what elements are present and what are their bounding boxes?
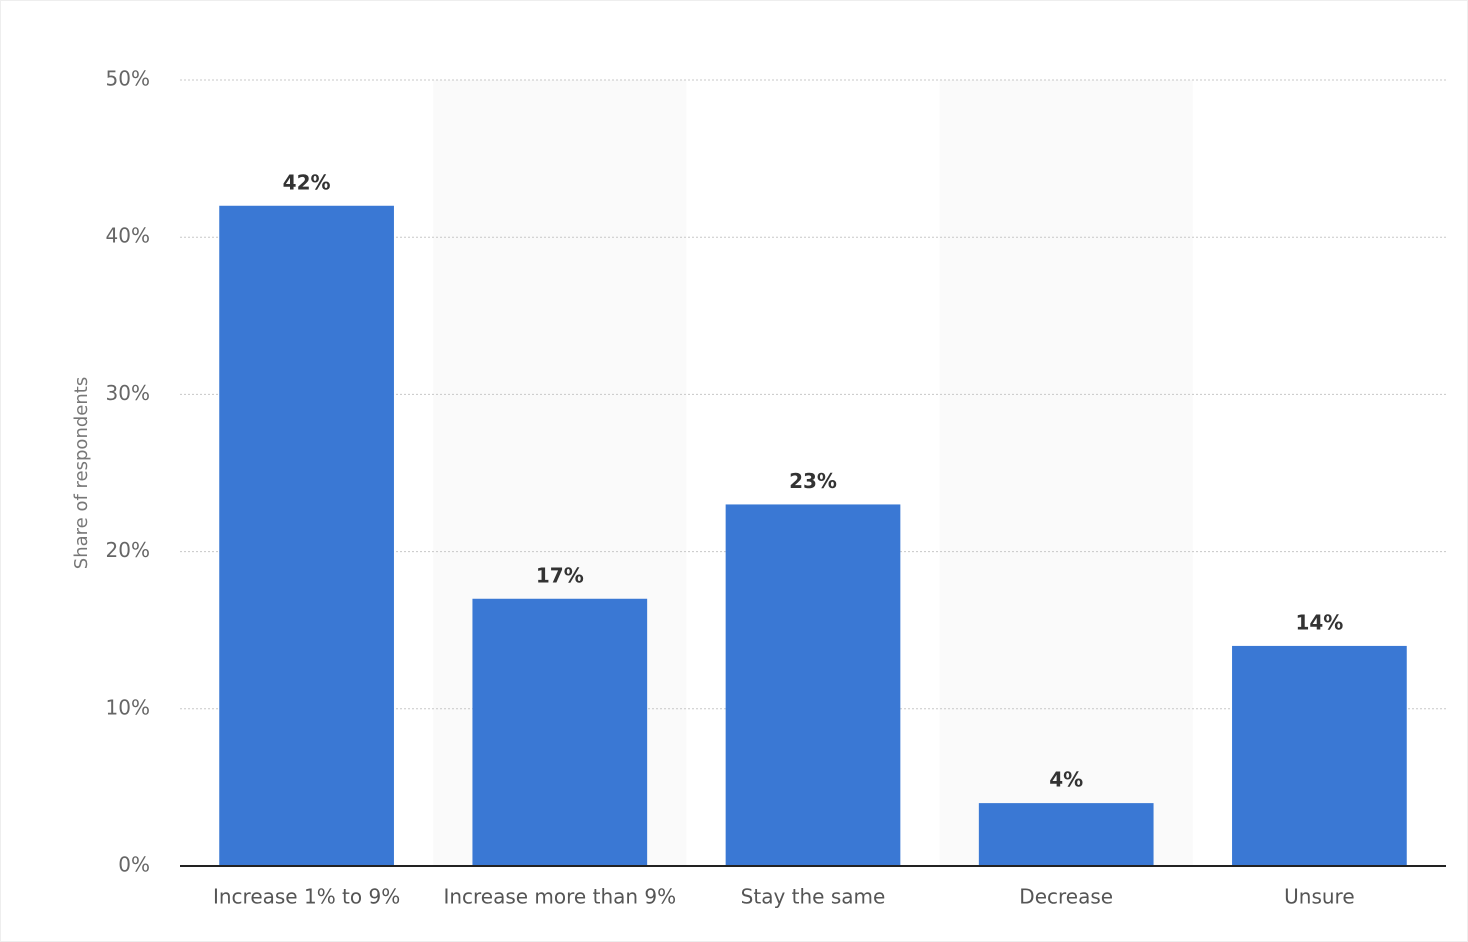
y-tick-label: 30% [106,381,150,405]
y-axis-label: Share of respondents [71,377,92,569]
x-tick-label: Increase 1% to 9% [213,885,400,909]
x-tick-label: Unsure [1284,885,1355,909]
band-shade [939,80,1193,866]
x-tick-label: Decrease [1019,885,1113,909]
bar [725,504,901,866]
y-tick-label: 50% [106,67,150,91]
value-label: 4% [1049,768,1083,792]
y-tick-label: 40% [106,224,150,248]
value-label: 23% [789,469,837,493]
value-label: 14% [1295,610,1343,634]
bar [472,598,648,866]
bar [978,803,1154,866]
y-tick-label: 10% [106,695,150,719]
y-tick-label: 20% [106,538,150,562]
bar [1232,645,1407,866]
y-tick-label: 0% [118,853,150,877]
x-tick-label: Stay the same [741,885,886,909]
value-label: 42% [283,170,331,194]
bar [219,205,394,866]
value-label: 17% [536,563,584,587]
x-tick-label: Increase more than 9% [443,885,676,909]
